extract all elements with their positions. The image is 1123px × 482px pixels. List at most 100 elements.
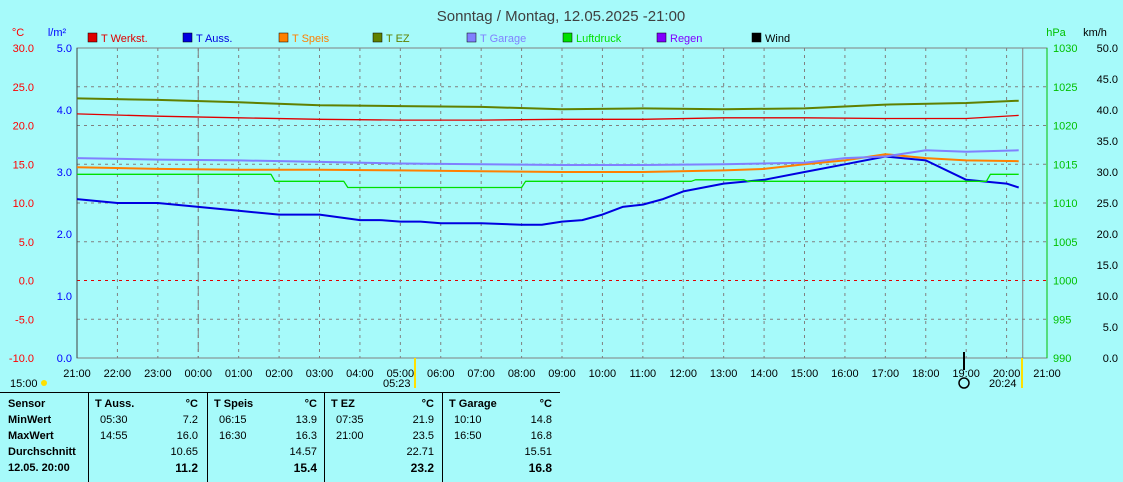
wind-axis-tick: 10.0 (1097, 291, 1118, 303)
legend-swatch (751, 32, 762, 43)
x-axis-tick: 07:00 (467, 368, 495, 380)
stat-value: 22.71 (406, 446, 434, 458)
temp-axis-tick: 15.0 (13, 159, 34, 171)
wind-axis-tick: 5.0 (1103, 322, 1118, 334)
x-axis-tick: 22:00 (104, 368, 132, 380)
x-axis-tick: 20:00 (993, 368, 1021, 380)
chart-legend: T Werkst. T Auss. T Speis T EZ T Garage Luftd… (87, 32, 790, 45)
group-unit: °C (539, 398, 552, 410)
x-axis-tick: 09:00 (548, 368, 576, 380)
legend-label: T Garage (480, 33, 526, 45)
legend-swatch (87, 32, 98, 43)
stat-value: 11.2 (175, 461, 198, 475)
wind-axis-tick: 15.0 (1097, 260, 1118, 272)
rain-axis-tick: 5.0 (57, 43, 72, 55)
stat-value: 23.2 (410, 461, 434, 475)
x-axis-tick: 01:00 (225, 368, 253, 380)
legend-swatch (182, 32, 193, 43)
stat-value: 16.3 (295, 430, 317, 442)
stat-time: 07:35 (336, 414, 364, 426)
rain-axis-tick: 2.0 (57, 229, 72, 241)
wind-axis-tick: 30.0 (1097, 167, 1118, 179)
x-axis-tick: 05:00 (387, 368, 415, 380)
pressure-axis-tick: 1025 (1053, 82, 1077, 94)
group-unit: °C (304, 398, 317, 410)
x-axis-tick: 18:00 (912, 368, 940, 380)
sunset-label: 20:24 (989, 378, 1017, 390)
x-axis-tick: 21:00 (63, 368, 91, 380)
stat-value: 15.4 (293, 461, 317, 475)
wind-axis-tick: 20.0 (1097, 229, 1118, 241)
x-axis-tick: 15:00 (791, 368, 819, 380)
temp-axis-tick: 25.0 (13, 82, 34, 94)
legend-swatch (278, 32, 289, 43)
x-axis-tick: 16:00 (831, 368, 859, 380)
chart-axes: -10.0 -5.0 0.0 5.0 10.0 15.0 20.0 25.0 30.0 0.0 1.… (9, 27, 1118, 380)
group-header: T EZ (331, 398, 355, 410)
stat-value: 16.8 (528, 461, 552, 475)
stat-value: 13.9 (295, 414, 317, 426)
sensor-header: Sensor (8, 398, 46, 410)
x-axis-tick: 10:00 (589, 368, 617, 380)
stat-value: 7.2 (182, 414, 198, 426)
pressure-axis-tick: 1030 (1053, 43, 1077, 55)
group-unit: °C (421, 398, 434, 410)
statistics-table: Sensor T Auss. °C T Speis °C T EZ °C T Garage °C… (0, 392, 1123, 482)
pressure-axis-tick: 1005 (1053, 237, 1077, 249)
wind-axis-tick: 0.0 (1103, 353, 1118, 365)
column-separator (207, 392, 208, 482)
wind-axis-tick: 40.0 (1097, 105, 1118, 117)
legend-swatch (466, 32, 477, 43)
x-axis-tick: 13:00 (710, 368, 738, 380)
stat-value: 16.8 (530, 430, 552, 442)
row-label: MaxWert (8, 430, 54, 442)
group-header: T Auss. (95, 398, 135, 410)
temp-axis-tick: 0.0 (19, 276, 34, 288)
pressure-axis-tick: 995 (1053, 314, 1071, 326)
row-label: 12.05. 20:00 (8, 462, 70, 474)
group-header: T Garage (449, 398, 497, 410)
pressure-axis-tick: 1020 (1053, 121, 1077, 133)
rain-axis-tick: 1.0 (57, 291, 72, 303)
stat-value: 15.51 (524, 446, 552, 458)
rain-axis-tick: 0.0 (57, 353, 72, 365)
column-separator (442, 392, 443, 482)
temp-axis-tick: 5.0 (19, 237, 34, 249)
x-axis-tick: 04:00 (346, 368, 374, 380)
x-axis-tick: 14:00 (750, 368, 778, 380)
temp-axis-tick: 10.0 (13, 198, 34, 210)
x-axis-tick: 12:00 (669, 368, 697, 380)
stat-time: 14:55 (100, 430, 128, 442)
prev-sun-label: 15:00 (10, 378, 38, 390)
pressure-axis-tick: 1015 (1053, 159, 1077, 171)
chart-series (76, 97, 1020, 226)
x-axis-tick: 23:00 (144, 368, 172, 380)
pressure-axis-tick: 1000 (1053, 276, 1077, 288)
x-axis-tick: 03:00 (306, 368, 334, 380)
series-line (76, 149, 1019, 166)
legend-label: Wind (765, 33, 790, 45)
group-header: T Speis (214, 398, 254, 410)
stat-value: 10.65 (170, 446, 198, 458)
stat-time: 16:50 (454, 430, 482, 442)
temp-axis-tick: -10.0 (9, 353, 34, 365)
x-axis-tick: 19:00 (952, 368, 980, 380)
series-line (76, 155, 1020, 226)
legend-label: T Auss. (196, 33, 232, 45)
chart-grid (76, 47, 1048, 359)
column-separator (88, 392, 89, 482)
legend-label: T Werkst. (101, 33, 148, 45)
x-axis-tick: 21:00 (1033, 368, 1061, 380)
row-label: MinWert (8, 414, 52, 426)
wind-axis-tick: 45.0 (1097, 74, 1118, 86)
wind-unit: km/h (1083, 27, 1107, 39)
series-line (77, 173, 1019, 189)
stat-value: 23.5 (412, 430, 434, 442)
stat-time: 06:15 (219, 414, 247, 426)
sun-dot (41, 380, 47, 386)
stat-time: 10:10 (454, 414, 482, 426)
legend-swatch (656, 32, 667, 43)
x-axis-tick: 11:00 (629, 368, 656, 380)
group-unit: °C (185, 398, 198, 410)
row-label: Durchschnitt (8, 446, 76, 458)
